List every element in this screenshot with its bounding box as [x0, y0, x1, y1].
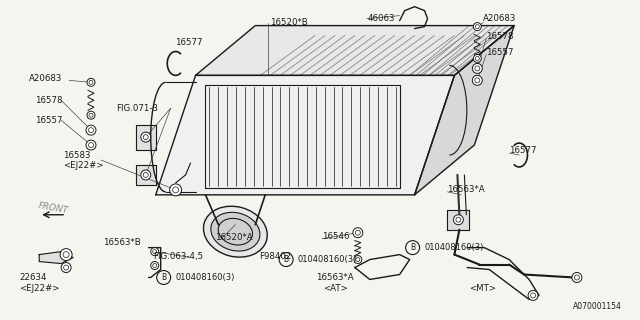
Text: 16557: 16557	[486, 48, 514, 57]
Polygon shape	[136, 165, 156, 185]
Ellipse shape	[211, 212, 260, 251]
Text: A20683: A20683	[483, 14, 516, 23]
Circle shape	[170, 184, 182, 196]
Circle shape	[87, 111, 95, 119]
Text: 16563*B: 16563*B	[103, 238, 141, 247]
Circle shape	[87, 78, 95, 86]
Circle shape	[141, 170, 151, 180]
Text: <EJ22#>: <EJ22#>	[19, 284, 60, 293]
Text: 16583: 16583	[63, 150, 91, 160]
Text: 16577: 16577	[509, 146, 537, 155]
Circle shape	[353, 228, 363, 238]
Circle shape	[472, 76, 483, 85]
Circle shape	[472, 63, 483, 73]
Text: B: B	[284, 255, 289, 264]
Text: <EJ22#>: <EJ22#>	[63, 162, 104, 171]
Text: FIG.071-3: FIG.071-3	[116, 104, 158, 113]
Circle shape	[151, 248, 159, 256]
Circle shape	[141, 132, 151, 142]
Text: 16578: 16578	[486, 32, 514, 41]
Circle shape	[474, 54, 481, 62]
Circle shape	[474, 23, 481, 31]
Text: 22634: 22634	[19, 273, 47, 282]
Circle shape	[61, 262, 71, 273]
Ellipse shape	[204, 206, 268, 257]
Text: FRONT: FRONT	[37, 201, 69, 215]
Text: 16520*B: 16520*B	[270, 18, 308, 27]
Text: 010408160(3): 010408160(3)	[297, 255, 356, 264]
Text: 010408160(3): 010408160(3)	[424, 243, 484, 252]
Text: B: B	[410, 243, 415, 252]
Polygon shape	[196, 26, 514, 76]
Text: FIG.063-4,5: FIG.063-4,5	[153, 252, 203, 261]
Circle shape	[354, 256, 362, 264]
Text: 16563*A: 16563*A	[316, 273, 354, 282]
Circle shape	[60, 249, 72, 260]
Text: 16577: 16577	[175, 38, 202, 47]
Circle shape	[453, 215, 463, 225]
Text: F98402: F98402	[259, 252, 292, 261]
Text: 010408160(3): 010408160(3)	[175, 273, 235, 282]
Text: A070001154: A070001154	[573, 302, 622, 311]
Text: 16520*A: 16520*A	[216, 233, 253, 242]
Text: <MT>: <MT>	[469, 284, 497, 293]
Circle shape	[86, 125, 96, 135]
Polygon shape	[415, 26, 514, 195]
Polygon shape	[39, 252, 73, 264]
Circle shape	[528, 291, 538, 300]
Circle shape	[86, 140, 96, 150]
Circle shape	[151, 261, 159, 269]
Text: 16563*A: 16563*A	[447, 185, 485, 194]
Circle shape	[572, 273, 582, 283]
Polygon shape	[136, 125, 156, 150]
Text: 16557: 16557	[35, 116, 63, 125]
Text: A20683: A20683	[29, 74, 63, 83]
Text: B: B	[161, 273, 166, 282]
Text: 16578: 16578	[35, 96, 63, 105]
Text: 46063: 46063	[368, 14, 396, 23]
Text: 16546: 16546	[322, 232, 349, 241]
Polygon shape	[156, 76, 454, 195]
Text: <AT>: <AT>	[323, 284, 348, 293]
Polygon shape	[447, 210, 469, 230]
